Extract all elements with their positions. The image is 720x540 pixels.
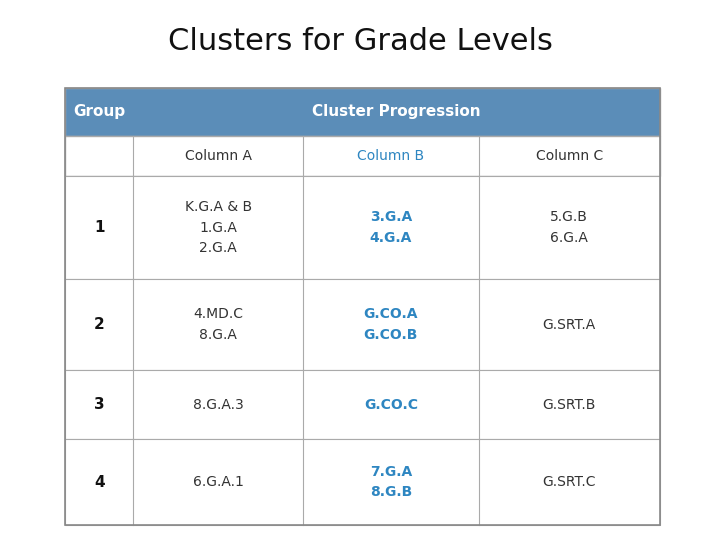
Text: G.CO.A
G.CO.B: G.CO.A G.CO.B (364, 307, 418, 342)
Text: Group: Group (73, 104, 125, 119)
Text: Cluster Progression: Cluster Progression (312, 104, 481, 119)
Text: 5.G.B
6.G.A: 5.G.B 6.G.A (550, 211, 588, 245)
Text: Column C: Column C (536, 149, 603, 163)
Bar (65, 88, 660, 136)
Text: G.CO.C: G.CO.C (364, 398, 418, 411)
Text: 2: 2 (94, 318, 104, 332)
Bar (65, 176, 660, 279)
Text: Clusters for Grade Levels: Clusters for Grade Levels (168, 28, 552, 57)
Text: G.SRT.B: G.SRT.B (543, 398, 596, 411)
Bar (65, 440, 660, 525)
Text: 8.G.A.3: 8.G.A.3 (193, 398, 243, 411)
Bar (65, 279, 660, 370)
Bar (65, 370, 660, 440)
Bar (65, 88, 660, 136)
Text: 4.MD.C
8.G.A: 4.MD.C 8.G.A (193, 307, 243, 342)
Text: Column A: Column A (185, 149, 252, 163)
Text: Column B: Column B (357, 149, 424, 163)
Text: 3: 3 (94, 397, 104, 412)
Text: 4: 4 (94, 475, 104, 490)
Text: K.G.A & B
1.G.A
2.G.A: K.G.A & B 1.G.A 2.G.A (184, 200, 252, 255)
Text: 7.G.A
8.G.B: 7.G.A 8.G.B (369, 465, 412, 500)
Bar (65, 136, 660, 176)
Bar (65, 88, 660, 525)
Text: 3.G.A
4.G.A: 3.G.A 4.G.A (369, 211, 412, 245)
Text: 1: 1 (94, 220, 104, 235)
Text: G.SRT.C: G.SRT.C (542, 475, 596, 489)
Text: G.SRT.A: G.SRT.A (543, 318, 596, 332)
Text: 6.G.A.1: 6.G.A.1 (193, 475, 243, 489)
